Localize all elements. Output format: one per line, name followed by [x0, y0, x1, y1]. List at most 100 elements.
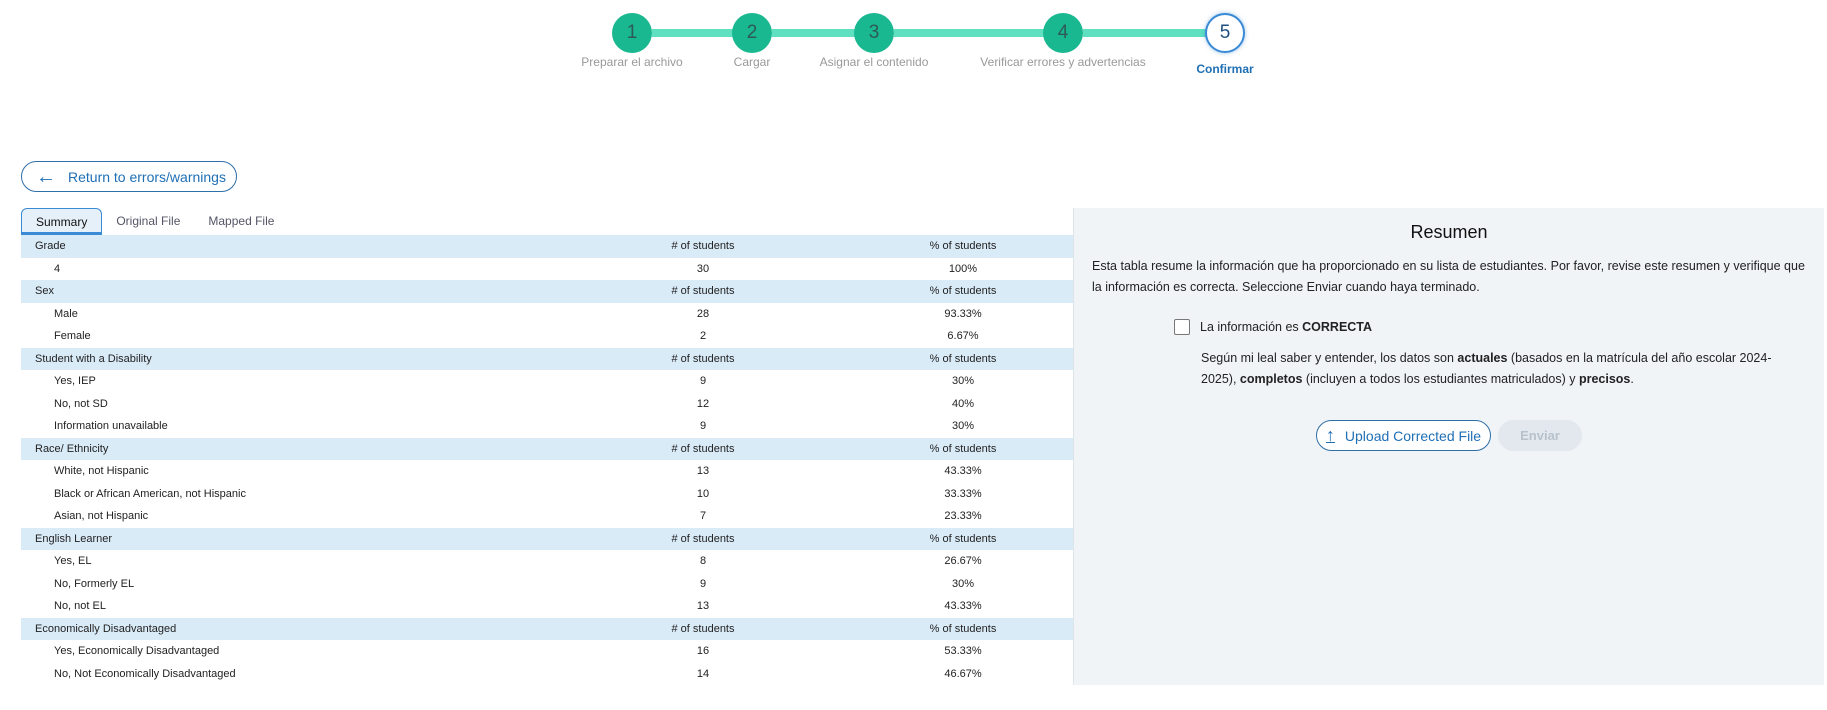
tab-bar: Summary Original File Mapped File: [21, 208, 288, 235]
table-row: Yes, IEP 9 30%: [21, 370, 1073, 393]
row-count: 30: [696, 262, 710, 275]
row-count: 28: [696, 307, 710, 320]
confirmation-text: Según mi leal saber y entender, los dato…: [1201, 348, 1791, 390]
percent-header: % of students: [853, 617, 1073, 640]
group-header-row: Race/ Ethnicity # of students% of student…: [21, 437, 1073, 460]
count-header: # of students: [553, 235, 853, 258]
table-row: Female 2 6.67%: [21, 325, 1073, 348]
row-label: No, not EL: [54, 600, 106, 613]
row-label: Information unavailable: [54, 420, 168, 433]
group-header-row: English Learner # of students% of student…: [21, 527, 1073, 550]
row-label: Yes, IEP: [54, 375, 96, 388]
table-row: No, Formerly EL 9 30%: [21, 573, 1073, 596]
panel-description: Esta tabla resume la información que ha …: [1092, 259, 1805, 294]
group-header-row: Sex # of students% of students: [21, 280, 1073, 303]
percent-header: % of students: [853, 437, 1073, 460]
row-label: White, not Hispanic: [54, 465, 149, 478]
row-percent: 40%: [951, 397, 975, 410]
step-connector: [1083, 29, 1225, 37]
tab-mapped-file[interactable]: Mapped File: [208, 214, 275, 228]
checkbox-label: La información es CORRECTA: [1200, 320, 1372, 334]
tab-summary[interactable]: Summary: [21, 208, 103, 235]
group-title: Grade: [21, 235, 553, 258]
count-header: # of students: [553, 347, 853, 370]
step-5-label: Confirmar: [1196, 62, 1254, 76]
row-label: No, Not Economically Disadvantaged: [54, 667, 236, 680]
tab-original-file[interactable]: Original File: [116, 214, 181, 228]
row-label: 4: [54, 262, 61, 275]
row-label: Female: [54, 330, 91, 343]
correct-checkbox-row[interactable]: La información es CORRECTA: [1174, 319, 1372, 335]
row-percent: 93.33%: [944, 307, 982, 320]
checkbox-label-text: La información es: [1200, 320, 1303, 334]
row-label: No, not SD: [54, 397, 108, 410]
table-row: 4 30 100%: [21, 258, 1073, 281]
step-4-circle: 4: [1043, 13, 1083, 53]
table-row: No, not EL 13 43.33%: [21, 595, 1073, 618]
step-4-label: Verificar errores y advertencias: [980, 55, 1146, 69]
confirm-text: .: [1630, 372, 1634, 386]
row-count: 8: [699, 555, 707, 568]
group-title: English Learner: [21, 527, 553, 550]
group-title: Student with a Disability: [21, 347, 553, 370]
group-title: Economically Disadvantaged: [21, 617, 553, 640]
row-percent: 43.33%: [944, 600, 982, 613]
table-row: Black or African American, not Hispanic 1…: [21, 483, 1073, 506]
row-count: 13: [696, 600, 710, 613]
row-label: Yes, EL: [54, 555, 92, 568]
row-percent: 26.67%: [944, 555, 982, 568]
step-connector: [772, 29, 874, 37]
row-percent: 100%: [948, 262, 978, 275]
row-percent: 30%: [951, 375, 975, 388]
percent-header: % of students: [853, 235, 1073, 258]
confirm-text: (incluyen a todos los estudiantes matric…: [1302, 372, 1579, 386]
return-button-label: Return to errors/warnings: [68, 168, 226, 185]
step-2-label: Cargar: [733, 55, 771, 69]
summary-table: Grade # of students% of students 4 30 100% Se…: [21, 235, 1073, 685]
summary-panel: Resumen Esta tabla resume la información…: [1073, 208, 1824, 685]
row-label: No, Formerly EL: [54, 577, 135, 590]
confirm-bold: precisos: [1578, 372, 1631, 386]
upload-button-label: Upload Corrected File: [1344, 427, 1482, 444]
step-connector: [652, 29, 752, 37]
arrow-left-icon: ←: [36, 165, 56, 188]
submit-button[interactable]: Enviar: [1498, 420, 1582, 451]
row-count: 16: [696, 645, 710, 658]
row-percent: 53.33%: [944, 645, 982, 658]
group-title: Race/ Ethnicity: [21, 437, 553, 460]
row-count: 13: [696, 465, 710, 478]
group-header-row: Grade # of students% of students: [21, 235, 1073, 258]
row-label: Asian, not Hispanic: [54, 510, 149, 523]
table-row: Male 28 93.33%: [21, 303, 1073, 326]
upload-corrected-file-button[interactable]: ↑ Upload Corrected File: [1316, 420, 1491, 451]
table-row: No, Not Economically Disadvantaged 14 46.6…: [21, 663, 1073, 686]
step-3-label: Asignar el contenido: [819, 55, 929, 69]
step-1-label: Preparar el archivo: [581, 55, 683, 69]
row-percent: 46.67%: [944, 667, 982, 680]
count-header: # of students: [553, 527, 853, 550]
step-connector: [894, 29, 1063, 37]
row-percent: 6.67%: [947, 330, 979, 343]
row-label: Yes, Economically Disadvantaged: [54, 645, 220, 658]
table-row: Asian, not Hispanic 7 23.33%: [21, 505, 1073, 528]
row-count: 9: [699, 577, 707, 590]
row-count: 12: [696, 397, 710, 410]
row-percent: 30%: [951, 577, 975, 590]
table-row: Yes, EL 8 26.67%: [21, 550, 1073, 573]
table-row: No, not SD 12 40%: [21, 393, 1073, 416]
percent-header: % of students: [853, 527, 1073, 550]
row-count: 2: [699, 330, 707, 343]
count-header: # of students: [553, 437, 853, 460]
row-count: 10: [696, 487, 710, 500]
row-percent: 23.33%: [944, 510, 982, 523]
row-label: Male: [54, 307, 78, 320]
row-percent: 30%: [951, 420, 975, 433]
return-to-errors-button[interactable]: ← Return to errors/warnings: [21, 161, 237, 192]
row-count: 9: [699, 420, 707, 433]
row-count: 7: [699, 510, 707, 523]
step-1-circle: 1: [612, 13, 652, 53]
group-header-row: Economically Disadvantaged # of students%…: [21, 617, 1073, 640]
confirm-bold: completos: [1239, 372, 1303, 386]
percent-header: % of students: [853, 280, 1073, 303]
correct-checkbox[interactable]: [1174, 319, 1190, 335]
